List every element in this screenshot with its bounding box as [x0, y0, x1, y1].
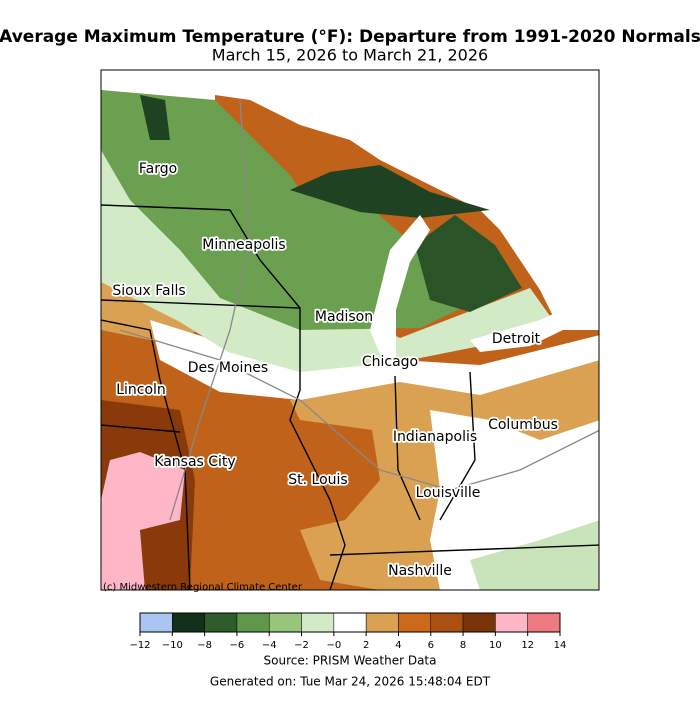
city-label: Fargo [139, 161, 177, 177]
colorbar-bin [301, 612, 335, 633]
region [470, 520, 599, 590]
colorbar-tick-label: −10 [162, 640, 183, 651]
colorbar-tick-label: −6 [230, 640, 245, 651]
region [101, 70, 215, 100]
road [169, 99, 251, 521]
state-border [101, 204, 231, 211]
colorbar-bin [398, 612, 432, 633]
generated: Generated on: Tue Mar 24, 2026 15:48:04 … [210, 675, 491, 689]
city-label: Des Moines [188, 360, 268, 376]
colorbar-tick-label: 6 [428, 640, 434, 651]
state-border [101, 319, 191, 590]
subtitle: March 15, 2026 to March 21, 2026 [212, 46, 488, 65]
source: Source: PRISM Weather Data [264, 654, 437, 668]
city-label: Detroit [492, 331, 541, 347]
colorbar-tick-label: −12 [129, 640, 150, 651]
region [415, 215, 522, 312]
colorbar-tick-label: 2 [363, 640, 369, 651]
city-label: Lincoln [116, 382, 166, 398]
region [290, 165, 490, 218]
city-label: Indianapolis [393, 429, 477, 445]
colorbar-tick-label: −4 [262, 640, 277, 651]
colorbar-tick-label: 10 [489, 640, 502, 651]
credit: (c) Midwestern Regional Climate Center [103, 582, 303, 593]
colorbar-bin [204, 612, 238, 633]
state-border [101, 424, 181, 433]
city-label: Columbus [488, 417, 558, 433]
colorbar-bin [139, 612, 173, 633]
city-label: Kansas City [154, 454, 235, 470]
city-label: Louisville [416, 485, 481, 501]
city-label: St. Louis [288, 472, 347, 488]
state-border [394, 375, 421, 521]
state-border [439, 371, 476, 521]
colorbar-bin [236, 612, 270, 633]
region [101, 452, 185, 590]
map-frame [100, 69, 600, 591]
colorbar-tick-label: −0 [326, 640, 341, 651]
map [101, 70, 599, 590]
lake-erie [470, 292, 599, 352]
state-border [329, 544, 599, 556]
colorbar-bin [365, 612, 399, 633]
colorbar-tick-label: −2 [294, 640, 309, 651]
colorbar-bin [527, 612, 561, 633]
colorbar-tick-label: 4 [395, 640, 401, 651]
city-label: Sioux Falls [112, 283, 185, 299]
state-border [289, 330, 346, 590]
city-label: Nashville [388, 563, 452, 579]
colorbar-tick-label: −8 [197, 640, 212, 651]
region [150, 320, 599, 400]
colorbar-bin [172, 612, 205, 633]
colorbar-bin [268, 612, 302, 633]
lake-canada [215, 70, 599, 330]
colorbar-frame [139, 612, 561, 633]
city-label: Chicago [362, 354, 418, 370]
colorbar-tick-label: 8 [460, 640, 466, 651]
lake-michigan [370, 215, 430, 376]
city-label: Minneapolis [202, 237, 285, 253]
colorbar-bin [333, 612, 367, 633]
region [140, 95, 170, 140]
colorbar-bin [430, 612, 464, 633]
colorbar-tick-label: 12 [521, 640, 534, 651]
colorbar-bin [495, 612, 528, 633]
colorbar-bin [462, 612, 496, 633]
state-border [229, 209, 301, 309]
title: Average Maximum Temperature (°F): Depart… [0, 27, 700, 47]
city-label: Madison [315, 309, 373, 325]
colorbar-tick-label: 14 [554, 640, 567, 651]
